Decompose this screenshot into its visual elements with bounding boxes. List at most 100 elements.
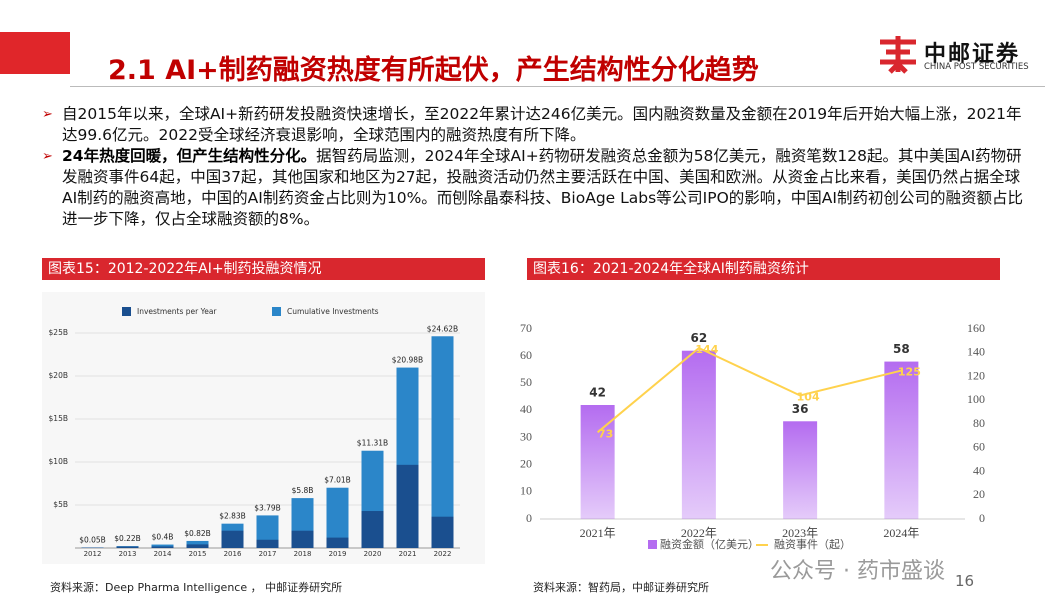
y-tick-label: $15B <box>49 414 68 423</box>
value-label: $5.8B <box>292 486 314 495</box>
bar <box>431 336 454 548</box>
bar <box>116 546 139 548</box>
bar <box>681 350 716 519</box>
x-tick-label: 2018 <box>294 550 312 558</box>
value-label: 144 <box>695 343 718 356</box>
value-label: $20.98B <box>392 356 423 365</box>
legend-label: 融资事件（起） <box>774 538 851 551</box>
x-tick-label: 2023年 <box>782 526 818 540</box>
slide-title: 2.1 AI+制药融资热度有所起伏，产生结构性分化趋势 <box>108 55 759 86</box>
value-label: 73 <box>598 427 613 440</box>
y2-tick-label: 100 <box>967 392 985 406</box>
legend-swatch <box>648 540 657 549</box>
bar <box>431 516 454 548</box>
x-tick-label: 2021 <box>399 550 417 558</box>
x-tick-label: 2021年 <box>580 526 616 540</box>
x-tick-label: 2019 <box>329 550 347 558</box>
bullet: 自2015年以来，全球AI+新药研发投融资快速增长，至2022年累计达246亿美… <box>42 104 1032 146</box>
x-tick-label: 2022年 <box>681 526 717 540</box>
bar <box>783 421 818 519</box>
bar <box>221 530 244 548</box>
y-tick-label: $20B <box>49 371 68 380</box>
x-tick-label: 2016 <box>224 550 242 558</box>
y-tick-label: 0 <box>526 511 532 525</box>
y2-tick-label: 40 <box>973 463 985 477</box>
bullet-bold: 24年热度回暖，但产生结构性分化。 <box>62 147 317 165</box>
value-label: 104 <box>797 391 820 404</box>
legend-label: Cumulative Investments <box>287 307 379 316</box>
value-label: 42 <box>589 386 606 400</box>
legend-swatch <box>272 307 281 316</box>
x-tick-label: 2022 <box>434 550 452 558</box>
bar <box>256 539 279 548</box>
x-tick-label: 2015 <box>189 550 207 558</box>
bullet-text: 自2015年以来，全球AI+新药研发投融资快速增长，至2022年累计达246亿美… <box>62 105 1022 144</box>
y-tick-label: 50 <box>520 375 532 389</box>
y2-tick-label: 80 <box>973 416 985 430</box>
y-tick-label: 40 <box>520 402 532 416</box>
y-tick-label: 30 <box>520 429 532 443</box>
value-label: 36 <box>792 402 809 416</box>
y-tick-label: 70 <box>520 321 532 335</box>
y-tick-label: $25B <box>49 328 68 337</box>
page-number: 16 <box>955 572 975 590</box>
x-tick-label: 2013 <box>119 550 137 558</box>
bar <box>884 361 919 519</box>
source-note: 资料来源：智药局，中邮证券研究所 <box>533 581 709 594</box>
x-tick-label: 2017 <box>259 550 277 558</box>
bar <box>326 487 349 548</box>
accent-block <box>0 32 70 74</box>
legend-swatch <box>122 307 131 316</box>
title-rule <box>70 86 1045 87</box>
y-tick-label: 10 <box>520 484 532 498</box>
value-label: 125 <box>898 366 921 379</box>
source-note: 资料来源：Deep Pharma Intelligence ， 中邮证券研究所 <box>50 581 343 594</box>
y-tick-label: 20 <box>520 456 532 470</box>
watermark: 公众号 · 药市盛谈 <box>770 559 945 584</box>
logo-icon <box>880 36 916 74</box>
bullet-text: 据智药局监测，2024年全球AI+药物研发融资总金额为58亿美元，融资笔数128… <box>62 147 1023 228</box>
value-label: $0.82B <box>184 529 211 538</box>
value-label: $3.79B <box>254 503 281 512</box>
y-tick-label: $10B <box>49 457 68 466</box>
value-label: 58 <box>893 342 910 356</box>
y2-tick-label: 140 <box>967 345 985 359</box>
bar <box>151 546 174 548</box>
chart-title: 图表15：2012-2022年AI+制药投融资情况 <box>42 258 485 280</box>
bar <box>326 537 349 548</box>
value-label: $0.22B <box>114 534 141 543</box>
y2-tick-label: 120 <box>967 368 985 382</box>
y2-tick-label: 20 <box>973 487 985 501</box>
line <box>596 346 902 434</box>
value-label: $2.83B <box>219 512 246 521</box>
value-label: $7.01B <box>324 476 351 485</box>
logo-en: CHINA POST SECURITIES <box>924 62 1029 72</box>
chart: $5B $10B $15B $20B $25B Cumulative Investment… <box>49 307 460 558</box>
bar <box>361 511 384 548</box>
value-label: $0.05B <box>79 536 106 545</box>
value-label: $11.31B <box>357 439 388 448</box>
chart: 0 10 20 30 40 50 60 70 0 20 40 60 80 100 120 140 160 42 62… <box>520 321 989 551</box>
value-label: 62 <box>691 331 708 345</box>
logo-text: 中邮证券 <box>924 42 1021 67</box>
value-label: $24.62B <box>427 324 458 333</box>
bullet: 24年热度回暖，但产生结构性分化。据智药局监测，2024年全球AI+药物研发融资… <box>42 146 1032 230</box>
y-tick-label: $5B <box>53 500 68 509</box>
y2-tick-label: 160 <box>967 321 985 335</box>
x-tick-label: 2024年 <box>883 526 919 540</box>
x-tick-label: 2012 <box>84 550 102 558</box>
y-tick-label: 60 <box>520 348 532 362</box>
legend-label: Investments per Year <box>137 307 217 316</box>
y2-tick-label: 60 <box>973 440 985 454</box>
x-tick-label: 2014 <box>154 550 172 558</box>
bar <box>396 464 419 548</box>
bar <box>186 544 209 548</box>
chart-title: 图表16：2021-2024年全球AI制药融资统计 <box>527 258 1000 280</box>
bar <box>151 544 174 548</box>
y2-tick-label: 0 <box>979 511 985 525</box>
x-tick-label: 2020 <box>364 550 382 558</box>
legend-label: 融资金额（亿美元） <box>660 537 759 551</box>
bar <box>291 530 314 548</box>
value-label: $0.4B <box>152 533 174 542</box>
